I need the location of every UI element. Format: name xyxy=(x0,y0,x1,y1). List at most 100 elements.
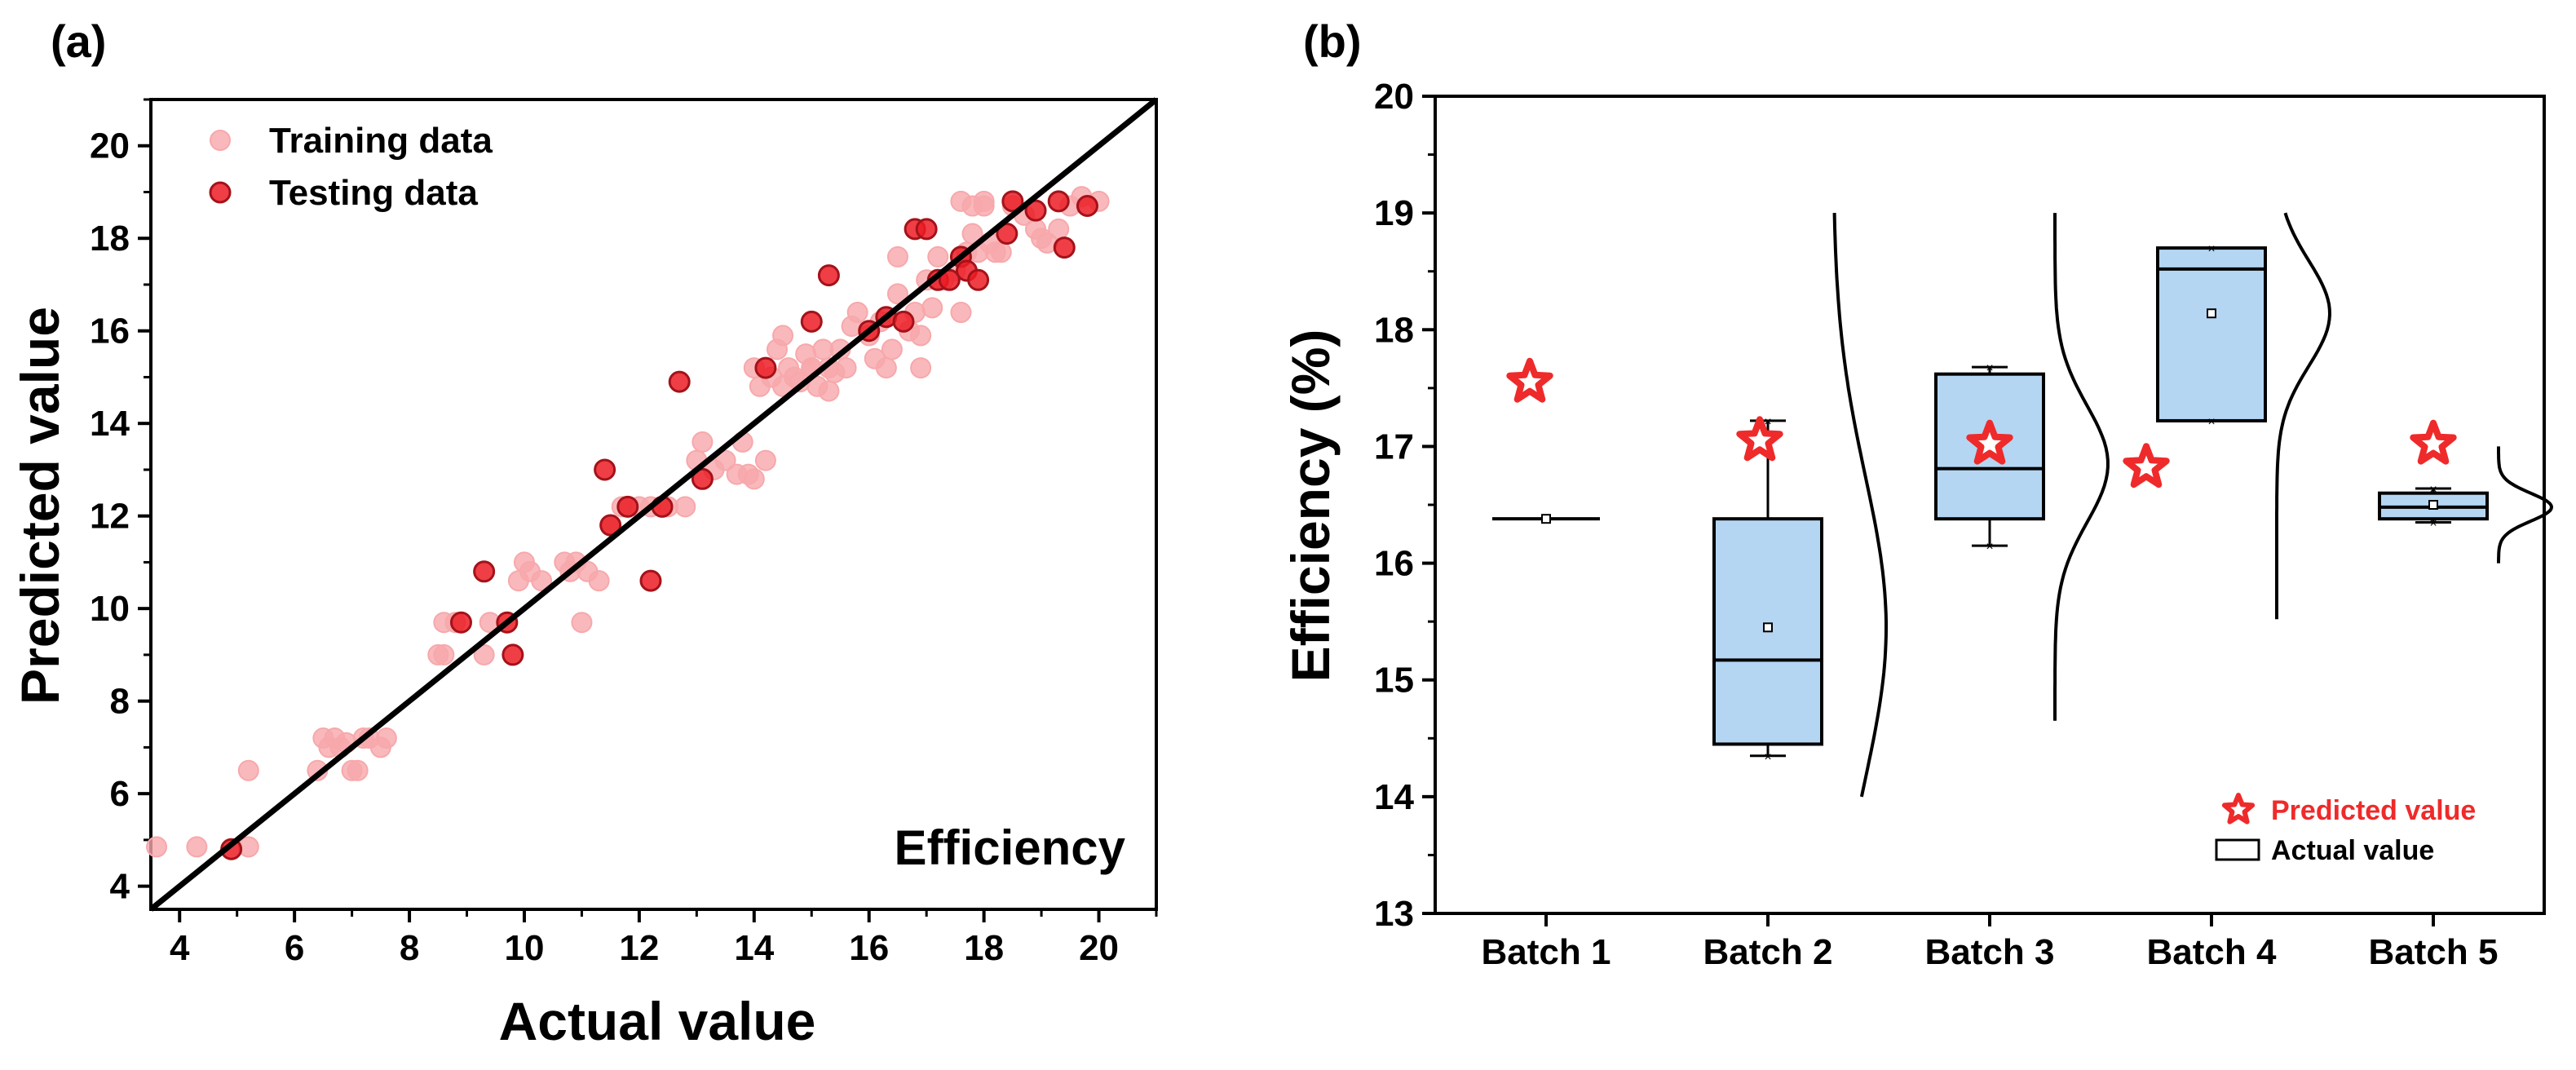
training-point xyxy=(588,570,610,592)
y-tick-label: 13 xyxy=(1374,894,1414,934)
testing-point xyxy=(892,310,915,333)
x-tick-label: 12 xyxy=(619,928,659,968)
training-point xyxy=(186,836,208,858)
mean-marker xyxy=(2207,308,2216,319)
panel-b-ylabel: Efficiency (%) xyxy=(1280,329,1341,683)
y-tick-label: 16 xyxy=(1374,544,1414,584)
training-point xyxy=(237,759,259,781)
min-marker: × xyxy=(1764,750,1771,764)
legend-testing-marker xyxy=(209,181,232,204)
max-marker: × xyxy=(1764,415,1771,429)
y-tick-label: 10 xyxy=(90,589,130,629)
training-point xyxy=(973,195,995,217)
x-tick-label: Batch 2 xyxy=(1703,932,1833,972)
testing-point xyxy=(599,514,622,537)
x-tick-label: Batch 5 xyxy=(2369,932,2499,972)
testing-point xyxy=(668,370,691,393)
distribution-curve xyxy=(2497,446,2553,564)
training-point xyxy=(674,496,696,518)
panel-a-label: (a) xyxy=(51,15,106,67)
testing-point xyxy=(691,467,714,490)
testing-point xyxy=(449,611,472,634)
x-tick-label: 16 xyxy=(849,928,889,968)
panel-a-plot: 4 6 8 10 12 14 16 18 20 4 6 8 10 12 14 16 18 20 Training d… xyxy=(90,97,1159,968)
legend-training-label: Training data xyxy=(269,121,493,161)
x-tick-label: 10 xyxy=(504,928,544,968)
y-tick-label: 18 xyxy=(90,219,130,259)
training-point xyxy=(691,431,714,453)
panel-a-xlabel: Actual value xyxy=(499,991,816,1051)
predicted-star xyxy=(1506,357,1553,403)
testing-point xyxy=(473,560,496,583)
predicted-star xyxy=(1736,416,1783,462)
training-point xyxy=(921,297,943,319)
y-tick-label: 14 xyxy=(1374,777,1414,817)
training-point xyxy=(571,612,593,634)
y-tick-label: 19 xyxy=(1374,193,1414,233)
max-marker: × xyxy=(2429,483,2437,497)
training-point xyxy=(743,468,765,490)
y-tick-label: 16 xyxy=(90,312,130,352)
y-tick-label: 15 xyxy=(1374,661,1414,701)
training-point xyxy=(990,241,1012,263)
testing-point xyxy=(616,495,639,518)
y-tick-label: 6 xyxy=(110,774,130,814)
training-point xyxy=(886,283,908,305)
panel-b-plot: 13 14 15 16 17 18 19 20 Batch 1 Batch 2 Batch 3 Bat… xyxy=(1374,77,2553,972)
x-tick-label: 8 xyxy=(400,928,419,968)
training-point xyxy=(772,325,794,347)
x-tick-label: Batch 3 xyxy=(1925,932,2055,972)
training-point xyxy=(473,643,495,665)
y-tick-label: 20 xyxy=(1374,77,1414,117)
testing-point xyxy=(502,643,524,666)
y-tick-label: 14 xyxy=(90,404,130,444)
box xyxy=(2156,246,2267,422)
distribution-curve xyxy=(1832,213,1888,798)
testing-point xyxy=(1001,190,1024,213)
distribution-curve xyxy=(2053,213,2110,721)
training-point xyxy=(910,357,932,379)
y-tick-label: 17 xyxy=(1374,427,1414,466)
training-point xyxy=(881,338,903,360)
max-marker: × xyxy=(2207,242,2215,256)
predicted-star xyxy=(1966,419,2013,465)
testing-point xyxy=(817,264,840,287)
y-tick-label: 4 xyxy=(110,867,130,907)
mean-marker xyxy=(2428,500,2438,510)
testing-point xyxy=(915,218,938,241)
testing-point xyxy=(996,223,1018,245)
y-tick-label: 8 xyxy=(110,682,130,722)
training-point xyxy=(433,643,455,665)
legend-predicted-marker xyxy=(2221,793,2256,825)
testing-point xyxy=(938,268,961,291)
y-tick-label: 20 xyxy=(90,126,130,166)
x-tick-label: Batch 4 xyxy=(2147,932,2277,972)
training-point xyxy=(754,449,776,471)
training-point xyxy=(927,245,949,268)
legend-predicted-label: Predicted value xyxy=(2271,795,2476,826)
panel-a-ylabel: Predicted value xyxy=(10,307,70,705)
legend-testing-label: Testing data xyxy=(269,173,478,213)
legend-actual-marker xyxy=(2215,838,2260,861)
min-marker: × xyxy=(1986,540,1993,554)
training-point xyxy=(347,759,369,781)
training-point xyxy=(1048,218,1070,240)
max-marker: × xyxy=(1986,361,1993,375)
testing-point xyxy=(1024,199,1047,222)
distribution-curve xyxy=(2275,212,2332,620)
training-point xyxy=(531,570,553,592)
training-point xyxy=(846,302,868,324)
min-marker: × xyxy=(2429,516,2437,530)
x-tick-label: 18 xyxy=(964,928,1004,968)
testing-point xyxy=(639,569,662,592)
testing-point xyxy=(1076,195,1098,218)
legend-training-marker xyxy=(210,130,231,151)
plot-frame xyxy=(149,98,1158,911)
min-marker: × xyxy=(2207,415,2215,429)
y-tick-label: 12 xyxy=(90,497,130,537)
mean-marker xyxy=(1763,622,1773,633)
legend-actual-label: Actual value xyxy=(2271,835,2434,866)
x-tick-label: 4 xyxy=(170,928,190,968)
training-point xyxy=(950,302,972,324)
training-point xyxy=(910,325,932,347)
